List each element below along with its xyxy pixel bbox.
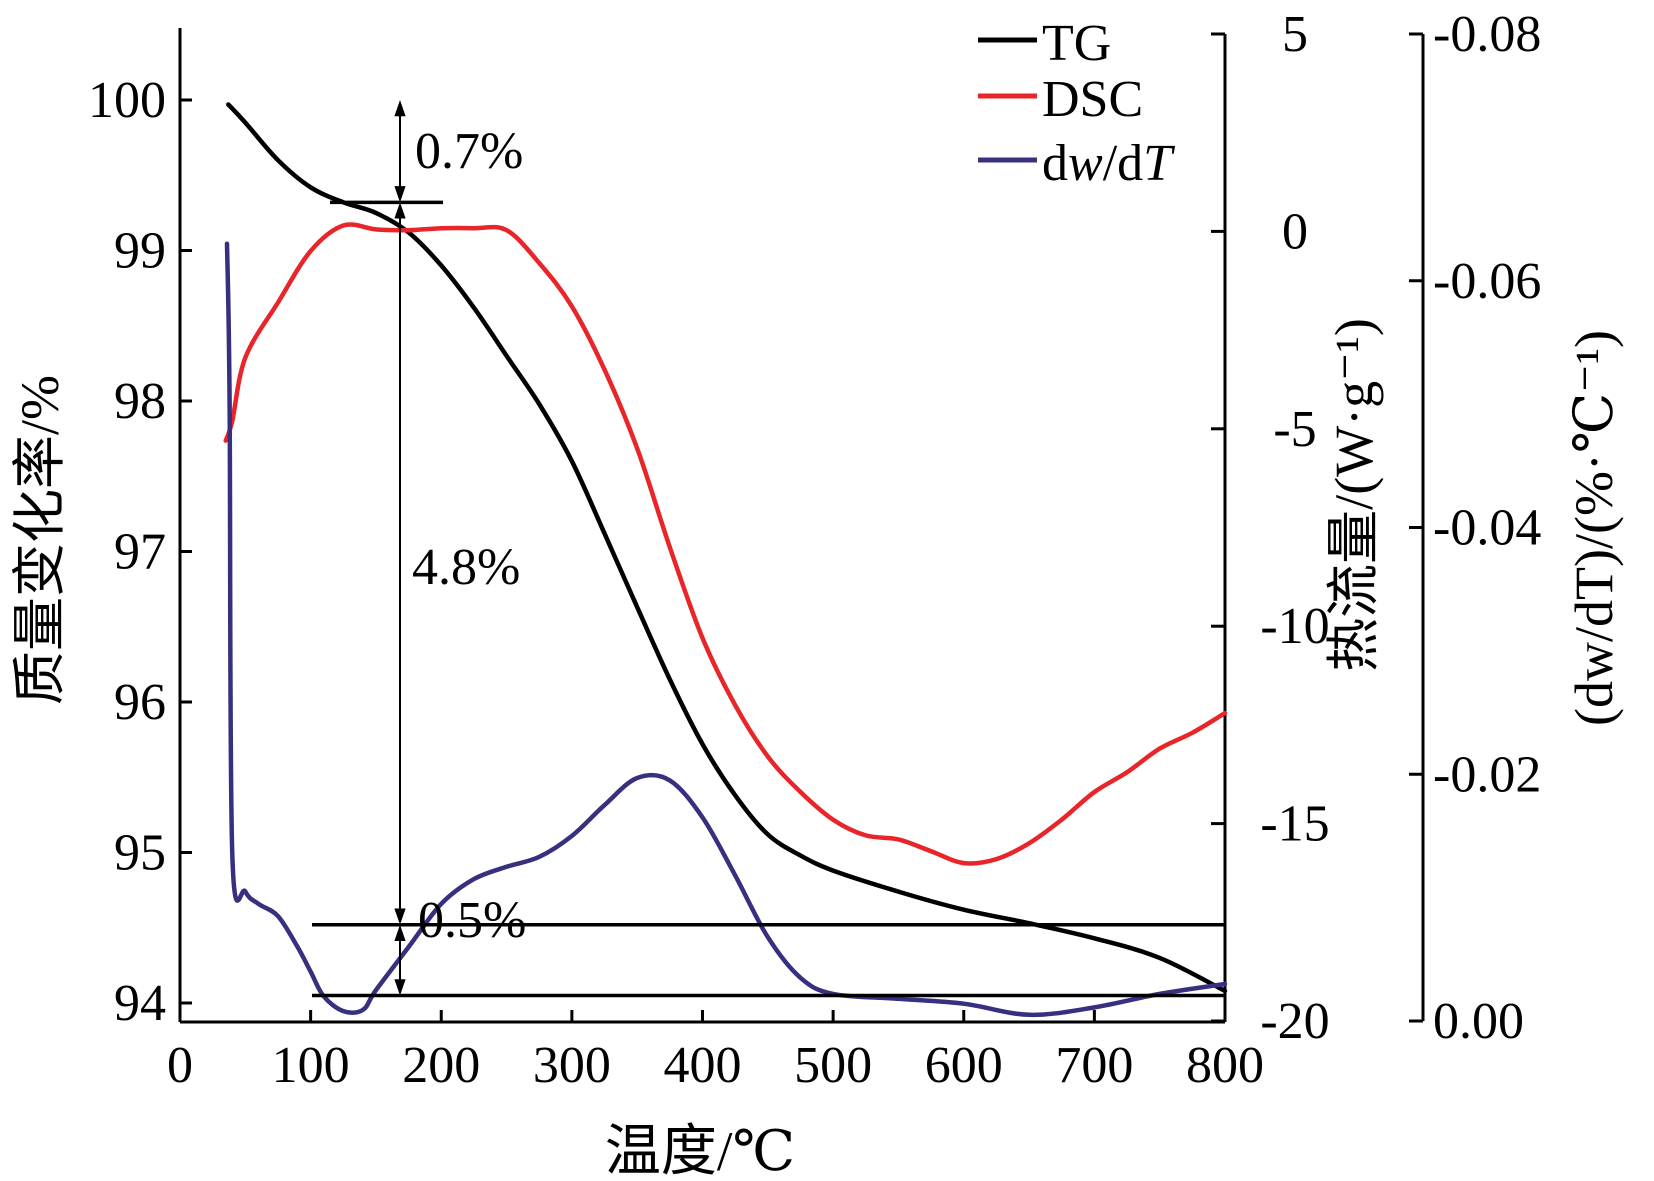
right1-y-tick-label: -20 <box>1260 993 1329 1050</box>
tg-curve <box>226 102 1228 994</box>
arrow-head <box>394 186 406 203</box>
left-y-tick-label: 95 <box>114 825 166 882</box>
annotation-label: 4.8% <box>412 539 520 596</box>
x-tick-label: 700 <box>1055 1037 1133 1094</box>
x-tick-label: 600 <box>925 1037 1003 1094</box>
axis-labels: 温度/℃ 质量变化率/% 热流量/(W·g⁻¹) (dw/dT)/(%·℃⁻¹) <box>10 318 1624 1181</box>
left-y-tick-label: 98 <box>114 373 166 430</box>
right1-y-tick-label: -5 <box>1273 401 1316 458</box>
x-tick-label: 0 <box>167 1037 193 1094</box>
right2-y-tick-label: -0.08 <box>1433 6 1541 63</box>
x-tick-label: 400 <box>664 1037 742 1094</box>
annotation-label: 0.7% <box>415 123 523 180</box>
left-y-tick-label: 96 <box>114 674 166 731</box>
right1-y-tick-label: -10 <box>1260 598 1329 655</box>
dsc-curve <box>223 222 1228 866</box>
left-y-tick-label: 97 <box>114 524 166 581</box>
annotation-layer: 0.7% 4.8% 0.5% <box>312 100 1225 998</box>
right2-y-tick-label: -0.02 <box>1433 746 1541 803</box>
right1-y-tick-label: 0 <box>1282 203 1308 260</box>
annotation-label: 0.5% <box>418 892 526 949</box>
right1-y-axis-title: 热流量/(W·g⁻¹) <box>1324 318 1384 672</box>
arrow-head <box>394 979 406 996</box>
plot-layer <box>223 102 1228 1018</box>
right2-y-tick-label: -0.04 <box>1433 500 1541 557</box>
arrow-head <box>394 924 406 941</box>
arrow-head <box>394 100 406 117</box>
right2-y-tick-label: 0.00 <box>1433 993 1524 1050</box>
left-y-tick-label: 100 <box>88 72 166 129</box>
x-tick-label: 800 <box>1186 1037 1264 1094</box>
x-tick-label: 100 <box>272 1037 350 1094</box>
right1-y-tick-label: 5 <box>1282 6 1308 63</box>
legend-label-dsc: DSC <box>1042 71 1143 128</box>
arrow-head <box>394 908 406 925</box>
axes-layer: 0 100 200 300 400 500 600 700 800 100 99 98 97 96 95 94… <box>88 6 1541 1094</box>
legend-label-dwdt: dw/dT <box>1042 135 1175 192</box>
left-y-tick-label: 99 <box>114 223 166 280</box>
left-y-axis-title: 质量变化率/% <box>10 375 70 705</box>
arrow-head <box>394 202 406 219</box>
dwdt-curve <box>224 241 1228 1018</box>
right1-y-tick-label: -15 <box>1260 796 1329 853</box>
left-y-tick-label: 94 <box>114 975 166 1032</box>
x-axis-title: 温度/℃ <box>605 1121 795 1181</box>
x-tick-label: 200 <box>402 1037 480 1094</box>
x-tick-label: 500 <box>794 1037 872 1094</box>
right2-y-axis-title: (dw/dT)/(%·℃⁻¹) <box>1564 330 1624 726</box>
legend-label-tg: TG <box>1042 15 1111 72</box>
x-tick-label: 300 <box>533 1037 611 1094</box>
right2-y-tick-label: -0.06 <box>1433 253 1541 310</box>
